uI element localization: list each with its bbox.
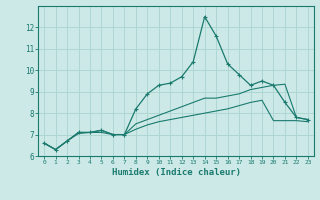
X-axis label: Humidex (Indice chaleur): Humidex (Indice chaleur) (111, 168, 241, 177)
